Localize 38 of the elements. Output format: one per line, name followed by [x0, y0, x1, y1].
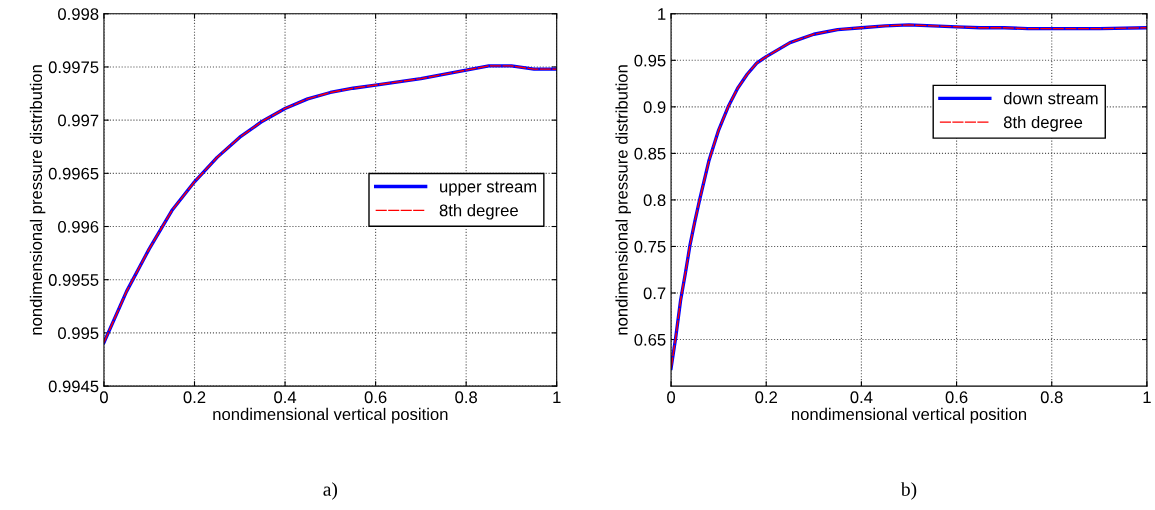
y-tick-label: 1	[658, 8, 666, 20]
x-axis-title: nondimensional vertical position	[791, 407, 1027, 424]
y-tick-label: 0.85	[634, 147, 666, 160]
x-tick-label: 0.4	[274, 391, 297, 404]
y-tick-label: 0.75	[634, 240, 666, 253]
legend-label: upper stream	[440, 181, 537, 196]
y-tick-label: 0.9955	[48, 274, 99, 286]
x-tick-label: 0	[99, 391, 108, 404]
x-tick-label: 0.8	[1040, 391, 1063, 404]
legend-label: down stream	[1003, 92, 1098, 105]
y-tick-label: 0.998	[58, 8, 99, 20]
x-tick-label: 0.8	[455, 391, 478, 404]
x-tick-label: 0.4	[850, 391, 873, 404]
y-tick-label: 0.8	[643, 194, 666, 207]
y-tick-label: 0.995	[58, 327, 99, 340]
y-tick-label: 0.9965	[48, 167, 99, 180]
x-tick-label: 0.2	[755, 391, 777, 404]
x-tick-label: 1	[1143, 391, 1151, 404]
y-tick-label: 0.9975	[48, 61, 99, 74]
x-axis-title: nondimensional vertical position	[213, 407, 448, 424]
y-tick-label: 0.95	[634, 54, 666, 67]
x-tick-label: 0.6	[945, 391, 968, 404]
x-tick-label: 0.2	[183, 391, 206, 404]
y-tick-label: 0.7	[643, 287, 666, 300]
y-tick-label: 0.65	[634, 333, 666, 346]
y-tick-label: 0.9945	[48, 380, 99, 393]
y-tick-label: 0.9	[643, 101, 666, 114]
text: a)	[323, 482, 338, 500]
x-tick-label: 0	[667, 391, 676, 404]
legend-label: 8th degree	[439, 204, 518, 220]
y-tick-label: 0.996	[58, 220, 99, 233]
text: b)	[900, 482, 917, 500]
y-axis-title: nondimensional pressure distribution	[29, 65, 46, 335]
y-tick-label: 0.997	[58, 114, 99, 127]
x-tick-label: 0.6	[364, 391, 387, 404]
y-axis-title: nondimensional pressure distribution	[615, 65, 631, 335]
legend-label: 8th degree	[1003, 115, 1083, 132]
x-tick-label: 1	[553, 391, 561, 404]
